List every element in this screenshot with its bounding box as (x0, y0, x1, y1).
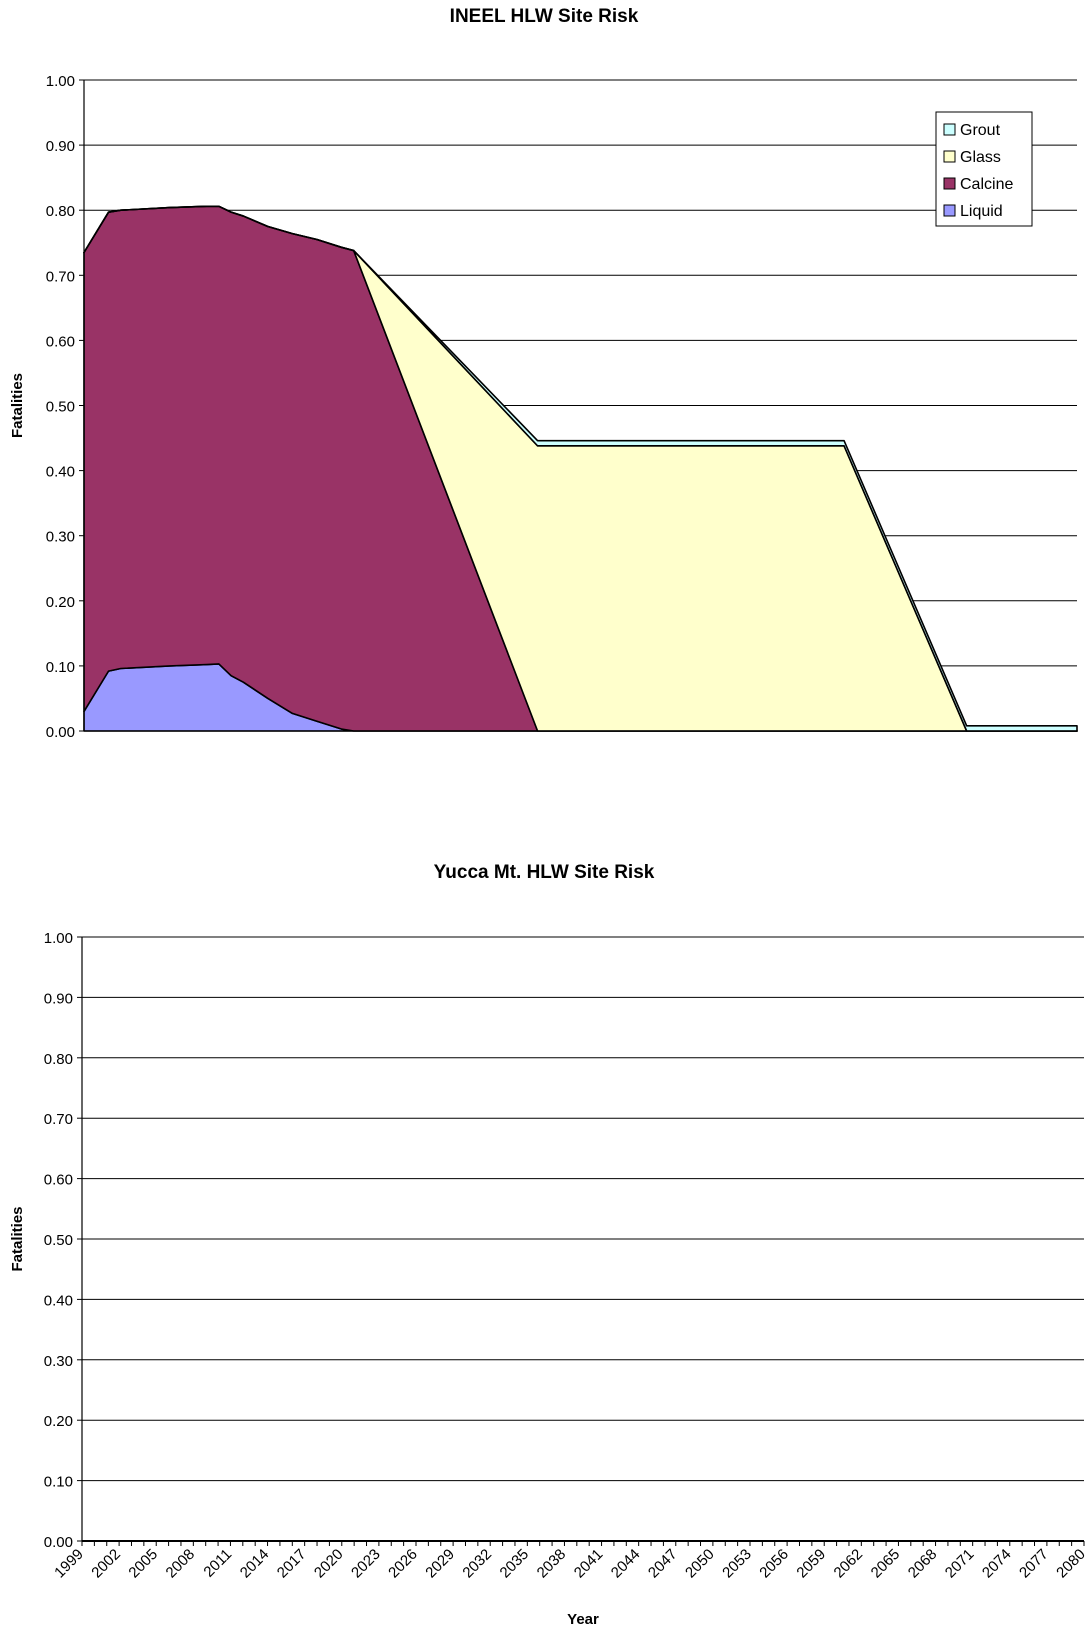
x-tick-label: 2038 (534, 1546, 570, 1582)
y-tick-label: 0.50 (46, 399, 75, 416)
legend-label: Grout (960, 122, 1001, 139)
y-tick-label: 0.10 (44, 1474, 73, 1491)
x-tick-label: 2071 (942, 1546, 978, 1582)
chart-title: INEEL HLW Site Risk (449, 6, 639, 27)
legend-label: Liquid (960, 203, 1003, 220)
x-tick-label: 2068 (905, 1546, 941, 1582)
y-tick-label: 0.50 (44, 1232, 73, 1249)
x-tick-label: 2047 (645, 1546, 681, 1582)
x-tick-label: 2029 (422, 1546, 458, 1582)
ineel-chart: INEEL HLW Site Risk 0.00 0.10 0.20 0.30 0.40… (0, 0, 1088, 760)
y-tick-label: 0.10 (46, 659, 75, 676)
chart-title: Yucca Mt. HLW Site Risk (433, 862, 655, 883)
x-tick-label: 2005 (125, 1546, 161, 1582)
y-tick-label: 0.70 (44, 1111, 73, 1128)
y-axis-label: Fatalities (9, 373, 26, 438)
y-tick-label: 0.90 (46, 138, 75, 155)
x-axis-label: Year (567, 1611, 599, 1628)
x-tick-label: 2044 (608, 1546, 644, 1582)
legend-label: Glass (960, 149, 1001, 166)
legend-swatch (943, 123, 956, 136)
y-tick-label: 0.60 (46, 333, 75, 350)
y-tick-label: 1.00 (44, 930, 73, 947)
y-tick-label: 0.40 (46, 464, 75, 481)
x-tick-label: 2041 (571, 1546, 607, 1582)
x-tick-label: 2002 (88, 1546, 124, 1582)
y-tick-label: 0.90 (44, 990, 73, 1007)
x-tick-label: 2062 (831, 1546, 867, 1582)
y-tick-label: 1.00 (46, 73, 75, 90)
y-tick-label: 0.70 (46, 268, 75, 285)
legend-label: Calcine (960, 176, 1013, 193)
x-tick-label: 2011 (200, 1546, 235, 1581)
x-tick-label: 2023 (348, 1546, 384, 1582)
legend-swatch (943, 150, 956, 163)
x-tick-label: 2050 (682, 1546, 718, 1582)
x-tick-label: 2008 (163, 1546, 199, 1582)
x-tick-label: 1999 (51, 1546, 87, 1582)
y-tick-label: 0.80 (46, 203, 75, 220)
legend-swatch (943, 177, 956, 190)
y-tick-label: 0.20 (46, 594, 75, 611)
y-tick-label: 0.40 (44, 1292, 73, 1309)
x-tick-label: 2020 (311, 1546, 347, 1582)
legend-swatch (943, 204, 956, 217)
legend: Grout Glass Calcine Liquid (935, 111, 1033, 227)
ineel-chart-plot: 0.00 0.10 0.20 0.30 0.40 0.50 0.60 0.70 0.80 0.90… (9, 73, 1078, 741)
y-tick-label: 0.20 (44, 1413, 73, 1430)
y-tick-label: 0.60 (44, 1172, 73, 1189)
x-tick-label: 2065 (868, 1546, 904, 1582)
y-tick-label: 0.80 (44, 1051, 73, 1068)
x-tick-label: 2053 (719, 1546, 755, 1582)
yucca-chart: Yucca Mt. HLW Site Risk 0.00 0.10 0.20 0.30… (0, 850, 1088, 1633)
y-axis-label: Fatalities (9, 1206, 26, 1271)
x-tick-label: 2077 (1016, 1546, 1052, 1582)
x-tick-label: 2014 (237, 1546, 273, 1582)
y-tick-label: 0.30 (46, 529, 75, 546)
x-tick-label: 2032 (459, 1546, 495, 1582)
yucca-chart-plot: 0.00 0.10 0.20 0.30 0.40 0.50 0.60 0.70 0.80 0.90… (9, 930, 1088, 1628)
y-tick-label: 0.30 (44, 1353, 73, 1370)
x-tick-label: 2080 (1053, 1546, 1088, 1582)
x-tick-label: 2059 (793, 1546, 829, 1582)
x-tick-label: 2035 (497, 1546, 533, 1582)
x-tick-label: 2017 (274, 1546, 310, 1582)
x-tick-label: 2074 (979, 1546, 1015, 1582)
area-grout (83, 205, 1078, 732)
x-tick-label: 2056 (756, 1546, 792, 1582)
y-tick-label: 0.00 (44, 1534, 73, 1551)
y-tick-label: 0.00 (46, 724, 75, 741)
x-tick-label: 2026 (385, 1546, 421, 1582)
